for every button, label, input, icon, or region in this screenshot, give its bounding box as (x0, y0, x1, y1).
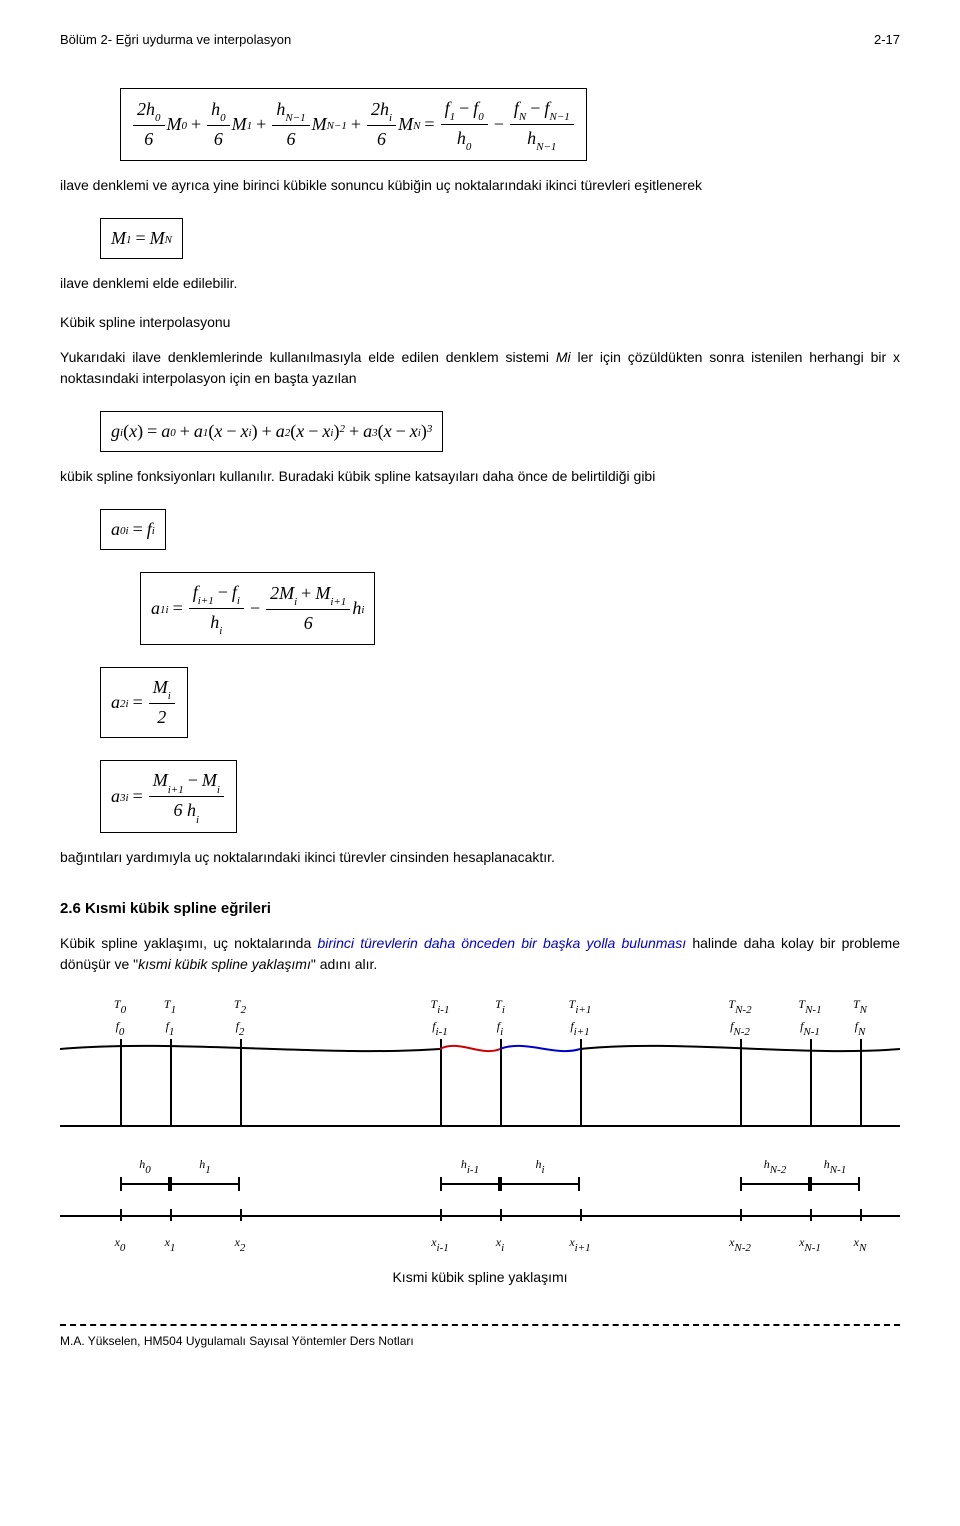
diagram-top-label: T1f1 (164, 995, 176, 1039)
diagram-caption: Kısmi kübik spline yaklaşımı (60, 1267, 900, 1288)
diagram-x-axis (60, 1215, 900, 1217)
page-header: Bölüm 2- Eğri uydurma ve interpolasyon 2… (60, 30, 900, 50)
diagram-x-tick (580, 1209, 582, 1221)
diagram-top-label: Tifi (495, 995, 505, 1039)
diagram-x-label: xN (854, 1233, 867, 1255)
diagram-top-label: TNfN (853, 995, 867, 1039)
diagram-x-label: xi-1 (431, 1233, 449, 1255)
header-right: 2-17 (874, 30, 900, 50)
diagram-h-bracket: hN-1 (810, 1155, 860, 1191)
eq-a2: a2i = Mi2 (100, 667, 188, 738)
diagram-x-tick (170, 1209, 172, 1221)
diagram-top-label: TN-2fN-2 (728, 995, 751, 1039)
diagram-x-tick (500, 1209, 502, 1221)
diagram-h-bracket: hi-1 (440, 1155, 500, 1191)
diagram-baseline (60, 1125, 900, 1127)
diagram-h-bracket: h0 (120, 1155, 170, 1191)
diagram-x-label: xi+1 (569, 1233, 590, 1255)
diagram-x-label: xi (496, 1233, 504, 1255)
diagram-h-bracket: hi (500, 1155, 580, 1191)
page-footer: M.A. Yükselen, HM504 Uygulamalı Sayısal … (60, 1324, 900, 1350)
eq-a1: a1i = fi+1−fi hi − 2Mi+Mi+1 6 hi (140, 572, 375, 645)
para-6: Kübik spline yaklaşımı, uç noktalarında … (60, 933, 900, 975)
diagram-x-tick (740, 1209, 742, 1221)
diagram-x-label: x0 (115, 1233, 126, 1255)
eq-a3: a3i = Mi+1−Mi 6 hi (100, 760, 237, 833)
diagram-curve (60, 1029, 900, 1089)
diagram-x-tick (120, 1209, 122, 1221)
para-4: kübik spline fonksiyonları kullanılır. B… (60, 466, 900, 487)
eq-g: gi(x) = a0 + a1(x−xi) + a2(x−xi)2 + a3(x… (100, 411, 443, 452)
diagram-h-bracket: h1 (170, 1155, 240, 1191)
diagram-x-tick (240, 1209, 242, 1221)
diagram-top-label: Ti+1fi+1 (569, 995, 592, 1039)
para-5: bağıntıları yardımıyla uç noktalarındaki… (60, 847, 900, 868)
diagram-x-label: xN-2 (729, 1233, 751, 1255)
diagram-x-label: xN-1 (799, 1233, 821, 1255)
para-3: Yukarıdaki ilave denklemlerinde kullanıl… (60, 347, 900, 389)
diagram-top-label: T0f0 (114, 995, 126, 1039)
diagram-x-label: x2 (235, 1233, 246, 1255)
diagram-x-tick (860, 1209, 862, 1221)
header-left: Bölüm 2- Eğri uydurma ve interpolasyon (60, 30, 291, 50)
diagram-top-label: Ti-1fi-1 (431, 995, 450, 1039)
para-2: ilave denklemi elde edilebilir. (60, 273, 900, 294)
diagram-h-bracket: hN-2 (740, 1155, 810, 1191)
diagram-x-label: x1 (165, 1233, 176, 1255)
para-1: ilave denklemi ve ayrıca yine birinci kü… (60, 175, 900, 196)
heading-kubik: Kübik spline interpolasyonu (60, 312, 900, 333)
eq-a0: a0i = fi (100, 509, 166, 550)
diagram-top-label: T2f2 (234, 995, 246, 1039)
diagram-top-label: TN-1fN-1 (798, 995, 821, 1039)
eq-main-box: 2h06 M0 + h06 M1 + hN−16 MN−1 + 2hi6 MN … (120, 88, 587, 161)
diagram-x-tick (810, 1209, 812, 1221)
spline-diagram: T0f0 T1f1 T2f2 Ti-1fi-1 Tifi Ti+1fi+1 TN-2fN-2… (60, 995, 900, 1255)
heading-2-6: 2.6 Kısmi kübik spline eğrileri (60, 898, 900, 921)
diagram-x-tick (440, 1209, 442, 1221)
eq-m1mn: M1 = MN (100, 218, 183, 259)
